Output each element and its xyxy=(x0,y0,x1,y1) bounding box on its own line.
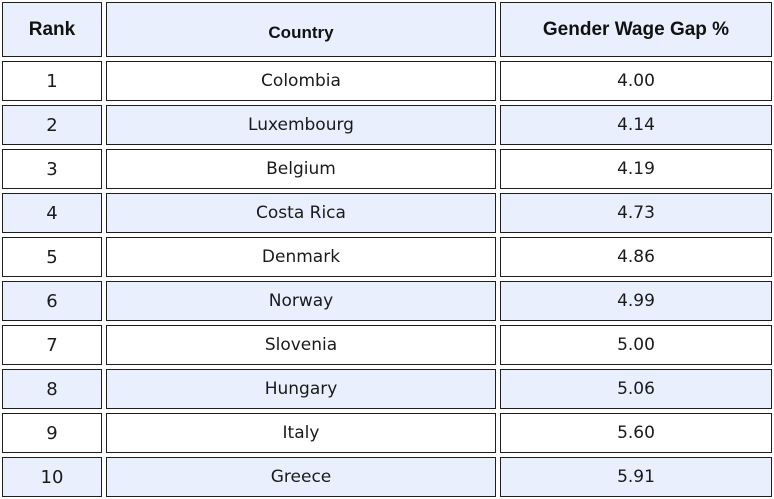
country-cell: Greece xyxy=(106,457,496,497)
table-row: 8 Hungary 5.06 xyxy=(0,367,774,411)
rank-cell: 3 xyxy=(2,149,102,189)
gap-cell: 4.99 xyxy=(500,281,772,321)
gap-cell: 4.73 xyxy=(500,193,772,233)
gap-cell: 4.14 xyxy=(500,105,772,145)
country-cell: Hungary xyxy=(106,369,496,409)
rank-cell: 5 xyxy=(2,237,102,277)
rank-cell: 2 xyxy=(2,105,102,145)
table-header-row: Rank Country Gender Wage Gap % xyxy=(0,0,774,59)
header-gender-wage-gap: Gender Wage Gap % xyxy=(500,2,772,57)
header-rank: Rank xyxy=(2,2,102,57)
rank-cell: 6 xyxy=(2,281,102,321)
country-cell: Italy xyxy=(106,413,496,453)
country-cell: Colombia xyxy=(106,61,496,101)
country-cell: Denmark xyxy=(106,237,496,277)
rank-cell: 4 xyxy=(2,193,102,233)
country-cell: Costa Rica xyxy=(106,193,496,233)
rank-cell: 7 xyxy=(2,325,102,365)
gap-cell: 5.00 xyxy=(500,325,772,365)
table-row: 6 Norway 4.99 xyxy=(0,279,774,323)
table-row: 10 Greece 5.91 xyxy=(0,455,774,499)
table-row: 7 Slovenia 5.00 xyxy=(0,323,774,367)
gap-cell: 4.86 xyxy=(500,237,772,277)
header-country: Country xyxy=(106,2,496,57)
rank-cell: 8 xyxy=(2,369,102,409)
country-cell: Luxembourg xyxy=(106,105,496,145)
gap-cell: 5.60 xyxy=(500,413,772,453)
country-cell: Slovenia xyxy=(106,325,496,365)
gap-cell: 4.19 xyxy=(500,149,772,189)
table-row: 5 Denmark 4.86 xyxy=(0,235,774,279)
table-row: 1 Colombia 4.00 xyxy=(0,59,774,103)
table-row: 9 Italy 5.60 xyxy=(0,411,774,455)
table-row: 4 Costa Rica 4.73 xyxy=(0,191,774,235)
rank-cell: 1 xyxy=(2,61,102,101)
gap-cell: 5.91 xyxy=(500,457,772,497)
country-cell: Belgium xyxy=(106,149,496,189)
rank-cell: 9 xyxy=(2,413,102,453)
table-row: 3 Belgium 4.19 xyxy=(0,147,774,191)
gap-cell: 4.00 xyxy=(500,61,772,101)
table-row: 2 Luxembourg 4.14 xyxy=(0,103,774,147)
gap-cell: 5.06 xyxy=(500,369,772,409)
rank-cell: 10 xyxy=(2,457,102,497)
country-cell: Norway xyxy=(106,281,496,321)
